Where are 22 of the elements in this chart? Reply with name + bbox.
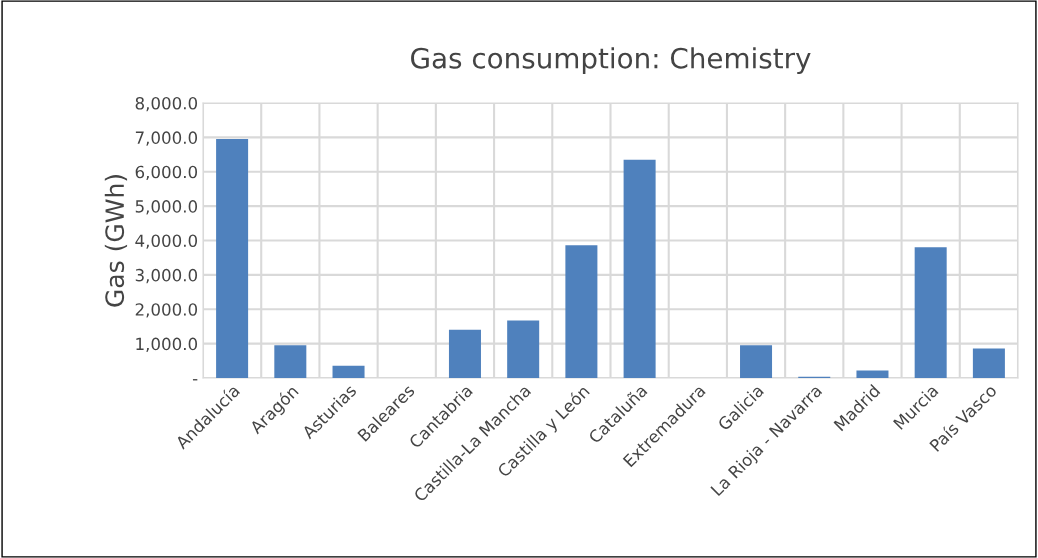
bar (565, 245, 598, 378)
bar (448, 329, 481, 378)
y-tick-label: 5,000.0 (135, 200, 198, 215)
y-axis-title: Gas (GWh) (104, 175, 128, 307)
bar (332, 365, 365, 378)
y-tick-label: 4,000.0 (135, 234, 198, 249)
y-tick-label: - (192, 379, 198, 381)
y-tick-label: 8,000.0 (135, 96, 198, 112)
bar (914, 247, 947, 378)
bar (274, 345, 307, 378)
bar (507, 320, 540, 378)
bar (856, 370, 889, 378)
bar (972, 348, 1005, 378)
bar (216, 139, 249, 378)
y-tick-label: 3,000.0 (135, 268, 198, 284)
chart-title: Gas consumption: Chemistry (411, 47, 811, 75)
y-tick-label: 7,000.0 (135, 131, 198, 146)
y-tick-label: 1,000.0 (136, 337, 198, 352)
bar (623, 159, 656, 378)
y-tick-label: 6,000.0 (135, 165, 198, 181)
y-tick-label: 2,000.0 (135, 303, 198, 318)
bar (740, 345, 773, 378)
